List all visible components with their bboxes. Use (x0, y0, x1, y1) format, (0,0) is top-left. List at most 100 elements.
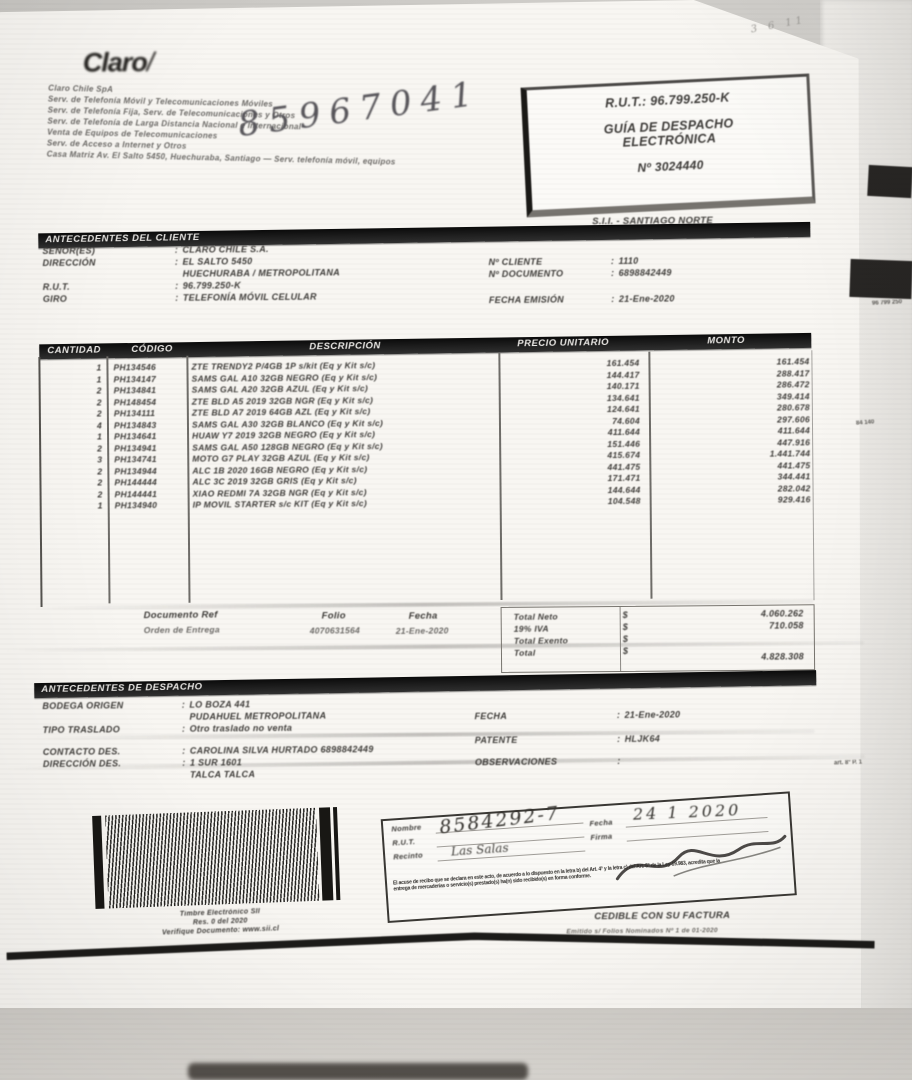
col-header-monto: MONTO (707, 334, 746, 347)
cell-amount: 297.606 (777, 413, 810, 425)
cell-desc: ZTE BLD A5 2019 32GB NGR (Eq y Kit s/c) (191, 394, 374, 407)
cell-unit-price: 151.446 (607, 438, 641, 449)
recinto-label: Recinto (392, 850, 424, 862)
behind-sheet-bar (849, 258, 912, 300)
ref-fecha: 21-Ene-2020 (395, 625, 449, 636)
field-value: 21-Ene-2020 (618, 293, 675, 304)
field-value: EL SALTO 5450 (182, 256, 253, 267)
cell-code: PH134944 (114, 465, 157, 476)
field-sep (177, 711, 189, 723)
cell-desc: SAMS GAL A10 32GB NEGRO (Eq y Kit s/c) (191, 371, 378, 384)
col-header-descripcion: DESCRIPCIÓN (309, 340, 381, 353)
field-label: R.U.T. (42, 281, 70, 292)
cell-code: PH148454 (113, 396, 157, 407)
field-sep: : (182, 745, 186, 756)
cell-amount: 344.441 (777, 471, 811, 482)
field-sep: : (174, 256, 179, 267)
cell-amount: 349.414 (776, 390, 810, 402)
cell-qty: 4 (96, 419, 103, 431)
cell-desc: ZTE BLD A7 2019 64GB AZL (Eq y Kit s/c) (191, 406, 371, 418)
cell-desc: SAMS GAL A30 32GB BLANCO (Eq y Kit s/c) (191, 417, 384, 430)
behind-sheet-text: art. 8º P. 1 (833, 759, 863, 767)
cell-qty: 2 (96, 385, 102, 396)
col-header-cantidad: CANTIDAD (47, 344, 102, 357)
col-header-precio-unitario: PRECIO UNITARIO (517, 336, 610, 350)
cedible-note: CEDIBLE CON SU FACTURA (594, 910, 731, 923)
field-value: 21-Ene-2020 (624, 709, 681, 720)
field-sep: : (610, 255, 615, 267)
cell-unit-price: 171.471 (607, 472, 641, 484)
col-header-codigo: CÓDIGO (131, 343, 173, 356)
dispatch-section-band: ANTECEDENTES DE DESPACHO (34, 670, 817, 699)
cell-desc: SAMS GAL A20 32GB AZUL (Eq y Kit s/c) (191, 383, 369, 395)
cell-unit-price: 104.548 (607, 495, 641, 507)
corner-handwriting: 3 6 11 (749, 14, 807, 36)
document-bottom-rule (6, 932, 875, 961)
cell-qty: 1 (96, 431, 103, 442)
cell-unit-price: 415.674 (607, 449, 641, 461)
totals-box: Total Neto 19% IVA Total Exento Total $ … (500, 604, 816, 673)
currency-symbol: $ (622, 609, 628, 620)
cell-qty: 2 (97, 477, 103, 488)
cell-code: PH134111 (113, 408, 156, 419)
background-shadow-blob (188, 1063, 528, 1080)
nombre-label: Nombre (391, 822, 422, 834)
cell-unit-price: 140.171 (606, 380, 640, 392)
cell-code: PH134741 (114, 453, 157, 465)
cell-code: PH134841 (113, 384, 157, 396)
total-value: 4.828.308 (761, 651, 805, 662)
cell-qty: 1 (96, 373, 102, 385)
cell-unit-price: 124.641 (606, 403, 640, 415)
field-sep: : (181, 723, 186, 734)
firma-label: Firma (590, 831, 613, 843)
cell-unit-price: 441.475 (607, 461, 641, 472)
cell-desc: ALC 3C 2019 32GB GRIS (Eq y Kit s/c) (192, 475, 357, 487)
cell-unit-price: 411.644 (607, 426, 641, 438)
cell-unit-price: 161.454 (606, 357, 640, 369)
cell-qty: 2 (97, 488, 103, 500)
rut-label: R.U.T. (392, 837, 416, 848)
cell-qty: 3 (97, 454, 103, 465)
field-label (43, 268, 171, 281)
cell-amount: 161.454 (776, 356, 810, 367)
items-table-body: 1 PH134546 ZTE TRENDY2 P/4GB 1P s/kit (Eq … (39, 356, 812, 512)
client-fields: SEÑOR(ES): CLARO CHILE S.A. DIRECCIÓN: EL … (42, 241, 473, 305)
total-neto-value: 4.060.262 (760, 608, 804, 619)
field-label (43, 769, 178, 782)
cell-qty: 2 (97, 465, 103, 477)
field-sep: : (175, 280, 179, 291)
field-sep: : (181, 699, 186, 710)
field-label: GIRO (42, 293, 68, 304)
field-label: FECHA EMISIÓN (488, 294, 565, 306)
cell-desc: ZTE TRENDY2 P/4GB 1P s/kit (Eq y Kit s/c… (191, 360, 376, 372)
claro-logo-slash: / (146, 47, 154, 78)
cell-amount: 286.472 (776, 379, 810, 390)
cell-qty: 1 (97, 500, 103, 511)
total-label: Total (513, 647, 536, 658)
cell-code: PH144441 (114, 488, 158, 499)
cell-desc: ALC 1B 2020 16GB NEGRO (Eq y Kit s/c) (192, 463, 368, 476)
field-label: Nº CLIENTE (488, 256, 543, 268)
handwritten-rut: 8584292-7 (438, 802, 562, 839)
cell-desc: SAMS GAL A50 128GB NEGRO (Eq y Kit s/c) (192, 440, 383, 453)
ref-header-folio: Folio (321, 610, 346, 622)
field-value: 6898842449 (618, 267, 672, 278)
cell-desc: IP MOVIL STARTER s/c KIT (Eq y Kit s/c) (192, 498, 368, 510)
ref-folio: 4070631564 (309, 625, 361, 636)
cell-code: PH134546 (113, 361, 157, 373)
field-value: TALCA TALCA (189, 769, 256, 780)
total-neto-label: Total Neto (513, 611, 558, 622)
cell-code: PH134843 (113, 419, 157, 430)
field-sep: : (175, 292, 179, 303)
document-content: Claro/ Claro Chile SpA Serv. de Telefoní… (3, 14, 875, 961)
cell-code: PH134641 (114, 430, 157, 442)
cell-desc: XIAO REDMI 7A 32GB NGR (Eq y Kit s/c) (192, 486, 367, 499)
client-field-row: Nº DOCUMENTO:6898842449 (489, 265, 799, 280)
field-value: PUDAHUEL METROPOLITANA (189, 710, 327, 722)
ref-doc: Orden de Entrega (143, 624, 220, 636)
field-value: LO BOZA 441 (189, 699, 251, 710)
cell-amount: 282.042 (777, 482, 811, 494)
field-label: FECHA (474, 710, 508, 722)
barcode-texture (105, 807, 320, 909)
